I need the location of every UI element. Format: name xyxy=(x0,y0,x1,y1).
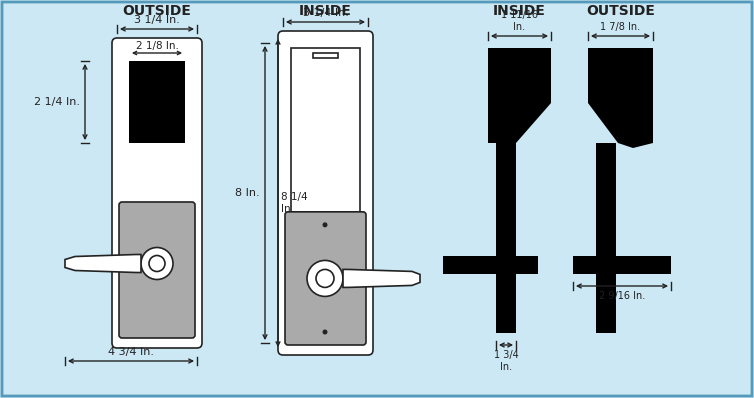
Text: 1 7/8 In.: 1 7/8 In. xyxy=(600,22,641,32)
Text: 1 3/4
In.: 1 3/4 In. xyxy=(494,350,519,372)
Text: 2 9/16 In.: 2 9/16 In. xyxy=(599,291,645,301)
Text: INSIDE: INSIDE xyxy=(493,4,546,18)
Text: 2 1/4 In.: 2 1/4 In. xyxy=(34,97,80,107)
Text: OUTSIDE: OUTSIDE xyxy=(586,4,655,18)
FancyBboxPatch shape xyxy=(119,202,195,338)
Text: 2 1/8 In.: 2 1/8 In. xyxy=(136,41,179,51)
Text: 1 11/16
In.: 1 11/16 In. xyxy=(501,10,538,32)
Bar xyxy=(596,143,616,288)
Polygon shape xyxy=(343,269,420,287)
Polygon shape xyxy=(65,254,141,273)
FancyBboxPatch shape xyxy=(278,31,373,355)
Circle shape xyxy=(323,330,327,334)
Bar xyxy=(291,48,360,212)
Polygon shape xyxy=(488,48,551,143)
Text: 3 1/4 In.: 3 1/4 In. xyxy=(134,15,180,25)
Circle shape xyxy=(149,256,165,271)
Polygon shape xyxy=(588,48,653,148)
Bar xyxy=(573,256,671,274)
Text: 4 3/4 In.: 4 3/4 In. xyxy=(108,347,154,357)
FancyBboxPatch shape xyxy=(285,212,366,345)
Bar xyxy=(496,143,516,288)
Bar xyxy=(312,53,338,58)
Circle shape xyxy=(307,260,343,297)
Text: 3 1/4 In.: 3 1/4 In. xyxy=(302,8,348,18)
Circle shape xyxy=(141,248,173,279)
FancyBboxPatch shape xyxy=(112,38,202,348)
Text: INSIDE: INSIDE xyxy=(299,4,351,18)
Bar xyxy=(129,61,185,143)
Circle shape xyxy=(323,222,327,227)
Bar xyxy=(443,256,538,274)
Circle shape xyxy=(316,269,334,287)
Bar xyxy=(496,274,516,333)
Text: 8 In.: 8 In. xyxy=(235,188,260,198)
Bar xyxy=(596,274,616,333)
Text: OUTSIDE: OUTSIDE xyxy=(123,4,192,18)
Text: 8 1/4
In.: 8 1/4 In. xyxy=(281,192,308,214)
